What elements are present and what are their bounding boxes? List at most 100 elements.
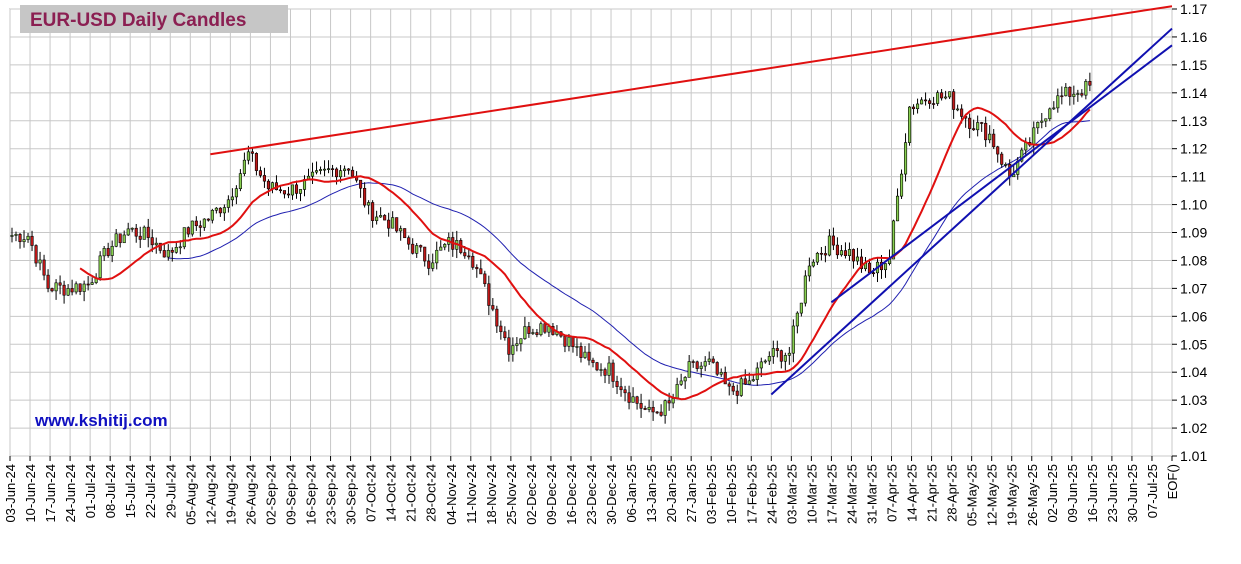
- candle-body: [403, 228, 407, 239]
- x-tick-label: 07-Jul-25: [1145, 464, 1160, 518]
- slow-moving-average-path: [168, 120, 1090, 386]
- candle-body: [591, 359, 595, 363]
- candle-body: [495, 308, 499, 327]
- candle-body: [298, 189, 303, 194]
- candle-body: [932, 103, 936, 105]
- candle-body: [823, 253, 827, 256]
- x-axis-ticks: 03-Jun-24 10-Jun-24 17-Jun-24 24-Jun-24 01-J…: [3, 456, 1180, 526]
- candle-body: [186, 227, 190, 235]
- candle-body: [234, 188, 238, 198]
- y-tick-label: 1.11: [1180, 169, 1206, 185]
- candle-body: [583, 351, 587, 358]
- candle-body: [214, 207, 218, 211]
- candle-body: [202, 218, 206, 228]
- y-tick-label: 1.08: [1180, 252, 1207, 268]
- x-tick-label: 09-Sep-24: [283, 464, 298, 525]
- candle-body: [759, 361, 763, 369]
- x-tick-label: EOF(): [1165, 464, 1180, 499]
- candle-body: [920, 99, 924, 105]
- candle-body: [371, 202, 375, 221]
- candle-body: [367, 202, 371, 206]
- candle-body: [50, 288, 54, 292]
- candle-body: [363, 187, 367, 206]
- candle-body: [1020, 149, 1024, 162]
- candle-body: [531, 332, 535, 334]
- candle-body: [166, 249, 170, 258]
- candle-body: [944, 96, 948, 99]
- candle-body: [230, 196, 234, 201]
- x-tick-label: 03-Jun-24: [3, 464, 18, 523]
- candle-body: [980, 122, 984, 124]
- candle-body: [30, 235, 34, 246]
- candle-body: [912, 106, 916, 110]
- candle-body: [511, 345, 515, 355]
- candle-body: [1004, 164, 1008, 166]
- candle-body: [322, 168, 327, 171]
- candle-body: [435, 249, 439, 264]
- candle-body: [523, 326, 527, 340]
- candle-body: [807, 265, 811, 277]
- candle-body: [142, 226, 146, 240]
- candle-body: [254, 153, 258, 171]
- y-tick-label: 1.03: [1180, 392, 1207, 408]
- candle-body: [439, 246, 443, 251]
- candle-body: [711, 358, 715, 363]
- candle-body: [26, 235, 30, 240]
- candle-body: [431, 262, 435, 269]
- candle-body: [427, 260, 431, 269]
- candle-body: [831, 235, 835, 246]
- y-tick-label: 1.09: [1180, 225, 1207, 241]
- candle-body: [399, 228, 403, 232]
- candle-body: [891, 220, 896, 260]
- candle-body: [663, 400, 667, 416]
- candle-body: [767, 356, 771, 362]
- y-tick-label: 1.07: [1180, 280, 1207, 296]
- candle-body: [647, 406, 651, 410]
- y-axis-ticks: 1.17 1.16 1.15 1.14 1.13 1.12 1.11 1.10 1.09 1.08…: [1172, 1, 1207, 464]
- candle-body: [899, 173, 904, 197]
- candle-body: [639, 403, 643, 409]
- candle-body: [871, 272, 876, 275]
- candle-body: [467, 255, 471, 258]
- candle-body: [567, 336, 571, 347]
- x-tick-label: 13-Jan-25: [644, 464, 659, 523]
- candle-body: [499, 325, 503, 333]
- x-tick-label: 09-Jun-25: [1065, 464, 1080, 523]
- candle-body: [996, 146, 1000, 155]
- candle-body: [952, 91, 956, 110]
- y-tick-label: 1.15: [1180, 57, 1207, 73]
- candle-body: [487, 283, 491, 306]
- candle-body: [146, 226, 150, 238]
- candle-body: [294, 184, 299, 194]
- trendline: [830, 44, 1173, 304]
- candle-body: [819, 252, 823, 255]
- candle-body: [803, 275, 807, 304]
- candle-body: [375, 216, 379, 221]
- y-tick-label: 1.14: [1180, 85, 1207, 101]
- x-tick-label: 29-Jul-24: [163, 464, 178, 518]
- candle-body: [210, 209, 214, 221]
- x-tick-label: 16-Jun-25: [1085, 464, 1100, 523]
- x-tick-label: 02-Dec-24: [524, 464, 539, 525]
- candle-body: [22, 239, 26, 243]
- candle-body: [218, 207, 222, 214]
- candle-body: [815, 252, 819, 263]
- candle-body: [90, 282, 94, 285]
- candle-body: [58, 282, 62, 286]
- x-tick-label: 24-Jun-24: [63, 464, 78, 523]
- candle-body: [940, 92, 944, 99]
- candle-body: [579, 346, 583, 358]
- x-tick-label: 31-Mar-25: [864, 464, 879, 524]
- candle-body: [787, 352, 791, 356]
- x-tick-label: 14-Apr-25: [905, 464, 920, 522]
- candle-body: [290, 184, 295, 196]
- candle-body: [246, 151, 250, 161]
- candle-body: [238, 173, 242, 189]
- candle-body: [691, 361, 695, 363]
- x-tick-label: 10-Jun-24: [23, 464, 38, 523]
- candle-body: [1048, 108, 1052, 120]
- candle-body: [683, 377, 687, 382]
- candle-body: [130, 227, 134, 230]
- x-tick-label: 23-Jun-25: [1105, 464, 1120, 523]
